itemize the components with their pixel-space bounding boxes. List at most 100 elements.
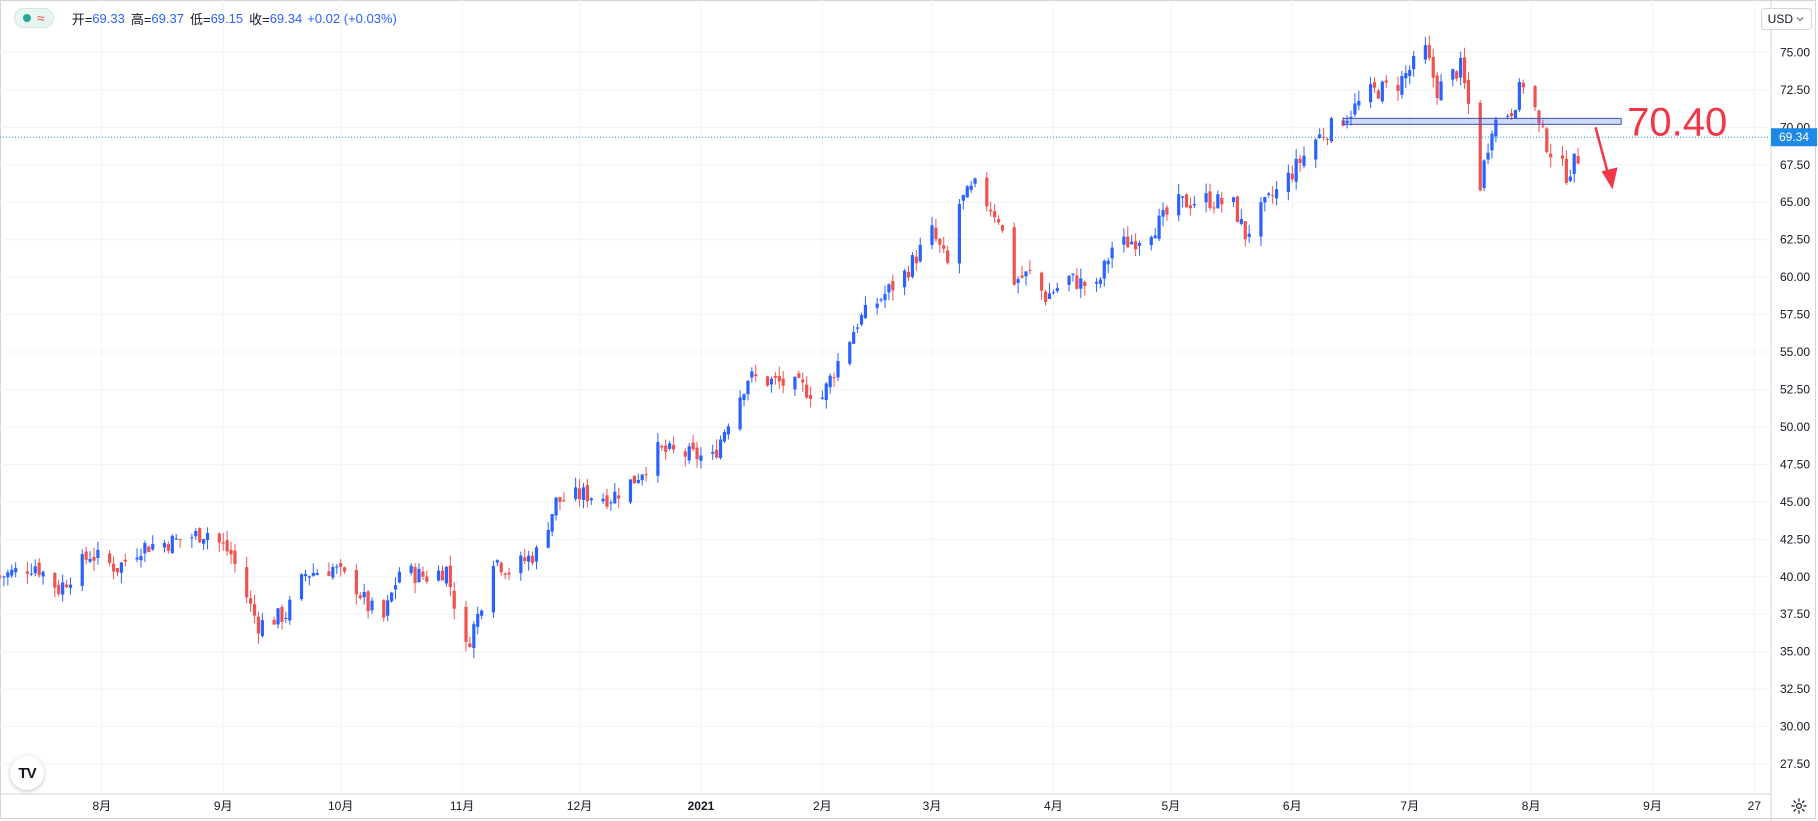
- visibility-dot-icon: [23, 14, 31, 22]
- x-tick-label: 27: [1748, 799, 1762, 813]
- candle-body: [574, 487, 578, 499]
- series-visibility-toggle[interactable]: ≈: [14, 8, 54, 28]
- y-tick-label: 27.50: [1780, 757, 1810, 771]
- candle-body: [358, 595, 362, 599]
- candle-body: [699, 455, 703, 461]
- candle-body: [80, 554, 84, 586]
- candle-body: [276, 608, 280, 625]
- candle-body: [683, 451, 687, 457]
- candle-body: [299, 574, 304, 600]
- candle-body: [828, 375, 832, 388]
- candle-body: [585, 485, 589, 502]
- candle-body: [1576, 156, 1580, 164]
- x-tick-label: 5月: [1162, 799, 1181, 813]
- candle-body: [1184, 194, 1189, 208]
- close-label: 收=: [249, 11, 270, 27]
- candle-body: [1545, 128, 1549, 152]
- candle-body: [581, 487, 586, 500]
- candle-body: [1533, 86, 1537, 108]
- candle-body: [1564, 158, 1568, 183]
- x-tick-label: 3月: [923, 799, 942, 813]
- candle-body: [577, 488, 582, 500]
- candle-body: [135, 557, 139, 560]
- candle-body: [194, 530, 198, 537]
- candle-body: [644, 474, 648, 476]
- candle-body: [217, 533, 221, 543]
- close-value: 69.34: [269, 10, 303, 26]
- candle-body: [1459, 57, 1463, 78]
- candle-body: [464, 606, 468, 642]
- candle-body: [554, 497, 558, 516]
- candle-body: [57, 584, 61, 594]
- candle-body: [151, 544, 155, 550]
- candle-body: [448, 565, 452, 588]
- candle-body: [495, 560, 499, 563]
- candle-body: [245, 567, 249, 598]
- y-tick-label: 62.50: [1780, 233, 1810, 247]
- open-value: 69.33: [92, 10, 125, 26]
- candle-body: [718, 439, 723, 459]
- gear-icon[interactable]: [1788, 795, 1810, 817]
- candle-body: [906, 271, 911, 278]
- candle-body: [14, 568, 18, 573]
- candle-body: [691, 442, 695, 450]
- x-tick-label: 11月: [450, 799, 474, 813]
- candle-body: [221, 542, 225, 544]
- chevron-down-icon: [1796, 17, 1804, 22]
- candle-body: [436, 570, 441, 581]
- candle-body: [339, 563, 343, 567]
- candle-body: [879, 299, 883, 301]
- candle-body: [139, 556, 143, 561]
- candle-body: [366, 591, 370, 612]
- logo-text: TV: [18, 764, 36, 782]
- candle-body: [589, 498, 593, 501]
- candle-body: [808, 395, 813, 400]
- y-tick-label: 57.50: [1780, 308, 1810, 322]
- candle-body: [315, 573, 319, 575]
- candle-body: [1494, 119, 1498, 137]
- y-tick-label: 30.00: [1780, 720, 1810, 734]
- currency-selector[interactable]: USD: [1760, 8, 1812, 30]
- candle-body: [1122, 236, 1126, 245]
- low-value: 69.15: [210, 10, 244, 26]
- candle-body: [311, 572, 315, 576]
- x-tick-label: 10月: [328, 799, 353, 813]
- tradingview-logo-icon[interactable]: TV: [10, 756, 44, 790]
- candle-body: [162, 542, 167, 548]
- candle-body: [1024, 271, 1028, 277]
- candle-body: [452, 590, 456, 609]
- candle-body: [288, 599, 292, 621]
- candle-body: [824, 383, 828, 401]
- candle-body: [1098, 279, 1102, 284]
- candle-body: [1263, 196, 1267, 203]
- candle-body: [503, 573, 507, 575]
- candle-body: [1517, 82, 1521, 110]
- candle-body: [754, 374, 758, 377]
- candle-body: [1040, 272, 1044, 291]
- candle-body: [1290, 173, 1294, 180]
- candle-body: [1318, 134, 1322, 139]
- candle-body: [41, 571, 45, 577]
- candle-body: [1506, 115, 1510, 117]
- candle-body: [29, 573, 33, 575]
- candle-body: [389, 592, 394, 602]
- candle-body: [1509, 113, 1514, 117]
- candle-body: [1462, 57, 1467, 84]
- candle-body: [0, 576, 2, 578]
- candle-body: [303, 574, 308, 577]
- candle-body: [284, 618, 288, 620]
- candle-body: [726, 426, 730, 435]
- candle-body: [1408, 70, 1412, 76]
- candle-body: [1137, 243, 1142, 246]
- candle-body: [773, 375, 777, 378]
- candle-body: [413, 566, 417, 583]
- candle-body: [664, 445, 668, 452]
- y-tick-label: 40.00: [1780, 570, 1810, 584]
- candle-body: [1325, 138, 1330, 140]
- candle-body: [1102, 260, 1106, 279]
- candle-body: [425, 576, 429, 582]
- candle-body: [225, 540, 229, 552]
- candle-body: [695, 447, 699, 460]
- candle-body: [331, 567, 335, 578]
